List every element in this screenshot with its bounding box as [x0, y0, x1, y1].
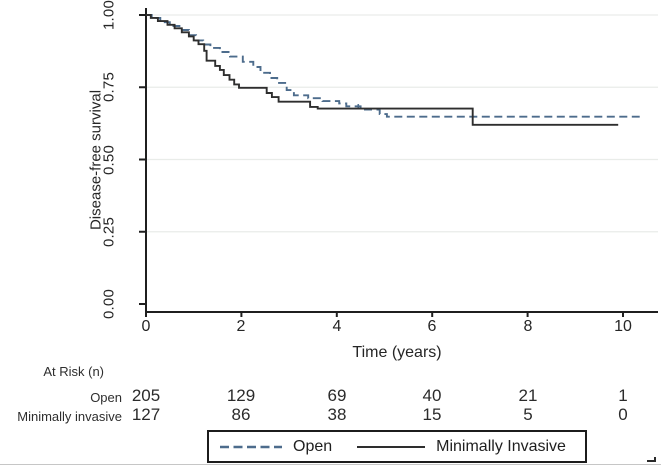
at-risk-value: 40 [422, 386, 442, 405]
x-tick-label: 8 [523, 318, 533, 335]
x-tick-label: 4 [332, 318, 342, 335]
bottom-edge-line [0, 464, 661, 465]
at-risk-value: 69 [327, 386, 347, 405]
corner-mark [654, 457, 656, 462]
at-risk-value: 205 [131, 386, 161, 405]
x-tick-label: 10 [614, 318, 632, 335]
at-risk-value: 0 [618, 405, 628, 424]
legend-box: Open Minimally Invasive [207, 430, 587, 463]
series-curve-open [146, 14, 640, 118]
at-risk-value: 21 [518, 386, 538, 405]
at-risk-value: 86 [231, 405, 251, 424]
x-tick-label: 2 [236, 318, 246, 335]
legend-solid-line-sample [357, 445, 426, 448]
y-tick-label: 0.00 [100, 289, 118, 319]
x-axis-title: Time (years) [352, 344, 442, 361]
at-risk-value: 129 [226, 386, 256, 405]
at-risk-value: 127 [131, 405, 161, 424]
at-risk-value: 38 [327, 405, 347, 424]
y-tick-label: 1.00 [100, 0, 118, 30]
x-tick-label: 6 [427, 318, 437, 335]
at-risk-value: 5 [523, 405, 533, 424]
at-risk-value: 15 [422, 405, 442, 424]
legend-dashed-line-sample [220, 445, 282, 448]
legend-item-label-minimally-invasive: Minimally Invasive [436, 437, 566, 455]
at-risk-value: 1 [618, 386, 628, 405]
corner-mark [647, 460, 656, 462]
at-risk-row-label-minimally-invasive: Minimally invasive [17, 409, 122, 424]
y-tick-label: 0.50 [100, 145, 118, 175]
x-tick-label: 0 [141, 318, 151, 335]
at-risk-row-label-open: Open [90, 390, 122, 405]
series-curve-minimally-invasive [146, 14, 619, 126]
at-risk-header: At Risk (n) [43, 364, 104, 379]
legend-item-label-open: Open [293, 437, 333, 455]
y-tick-label: 0.25 [100, 217, 118, 247]
y-tick-label: 0.75 [100, 72, 118, 102]
